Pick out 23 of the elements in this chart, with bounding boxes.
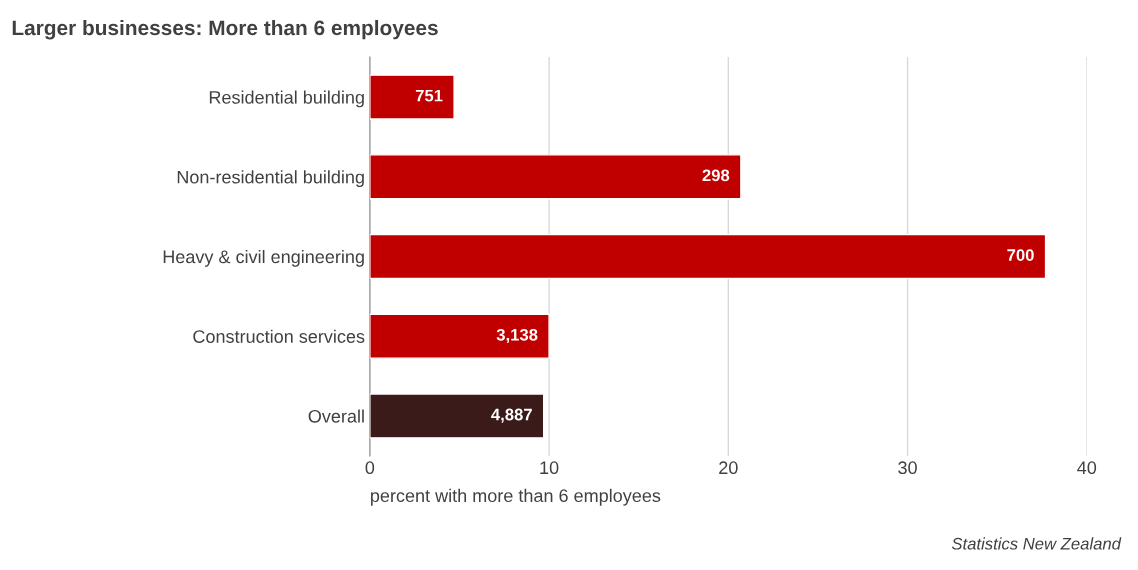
x-tick-label: 10 (540, 461, 559, 475)
annotation: 751 (415, 89, 443, 102)
chart-title: Larger businesses: More than 6 employees (12, 19, 438, 40)
x-axis-title: percent with more than 6 employees (371, 488, 661, 506)
y-tick-label: Construction services (193, 329, 365, 343)
text: Statistics New Zealand (951, 537, 1122, 550)
bar (369, 313, 550, 359)
x-tick-label: 30 (898, 461, 917, 475)
x-tick-label: 0 (365, 461, 375, 475)
annotation: 298 (702, 169, 730, 182)
bar (369, 154, 742, 200)
y-tick-label: Residential building (209, 90, 364, 108)
y-tick-label: Non-residential building (177, 170, 364, 188)
y-tick-label: Heavy & civil engineering (163, 249, 364, 267)
x-tick-label: 40 (1077, 461, 1097, 475)
bar (369, 233, 1047, 280)
y-tick-label: Overall (308, 409, 364, 423)
annotation: 3,138 (496, 328, 538, 344)
bar (369, 393, 545, 439)
annotation: 700 (1007, 249, 1034, 261)
annotation: 4,887 (491, 408, 532, 423)
bar (369, 74, 455, 120)
x-tick-label: 20 (719, 461, 738, 475)
